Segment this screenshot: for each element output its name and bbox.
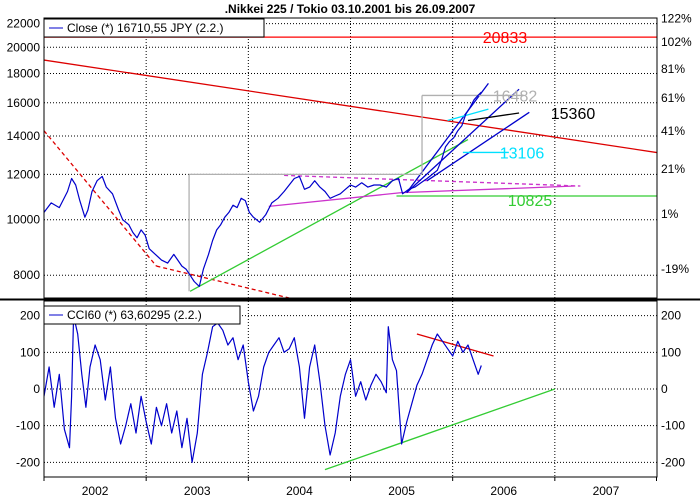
price-y-percent-label: 102% [661,35,692,49]
cci-y-tick-label-right: 200 [661,309,681,323]
price-annotations: 20833 16482 15360 13106 10825 [483,30,596,210]
cci-y-tick-label-right: -200 [661,455,685,469]
cci-legend: CCI60 (*) 63,60295 (2.2.) [43,305,241,325]
panel-frames [0,17,700,478]
price-trendline [401,185,576,194]
price-panel-frame [43,17,658,299]
cci60-line [44,315,482,463]
price-legend-label: Close (*) 16710,55 JPY (2.2.) [67,21,224,35]
cci-y-tick-label-right: -100 [661,419,685,433]
price-trendline [156,265,290,298]
price-y-percent-label: 122% [661,12,692,26]
price-trendline [44,130,157,267]
price-trendline [426,111,530,182]
price-y-tick-label: 8000 [13,268,40,282]
price-trendline [467,112,520,122]
price-y-percent-label: 61% [661,91,685,105]
price-series [44,91,482,287]
price-trendline [268,191,402,208]
price-y-percent-label: -19% [661,262,689,276]
chart-title: .Nikkei 225 / Tokio 03.10.2001 bis 26.09… [225,2,476,16]
x-tick-label: 2005 [388,484,415,498]
cci-trendline [324,388,556,471]
price-level-label: 20833 [483,30,528,47]
price-y-tick-label: 12000 [7,167,41,181]
cci-series [44,315,482,463]
cci-legend-label: CCI60 (*) 63,60295 (2.2.) [67,308,202,322]
price-y-tick-label: 16000 [7,96,41,110]
cci-panel-grid [43,301,657,477]
price-trendline [406,82,489,194]
close-price-line [44,91,482,287]
price-y-tick-label: 14000 [7,129,41,143]
price-panel-grid [43,18,657,298]
price-trendline [406,88,520,194]
cci-y-tick-label-right: 100 [661,345,681,359]
price-y-percent-label: 41% [661,124,685,138]
cci-trendline [416,333,494,357]
price-legend: Close (*) 16710,55 JPY (2.2.) [43,18,265,38]
price-trendline [189,139,469,292]
x-tick-label: 2003 [184,484,211,498]
price-level-label: 10825 [508,193,553,210]
price-trendline [447,108,489,122]
price-y-tick-label: 18000 [7,67,41,81]
price-y-percent-label: 81% [661,62,685,76]
cci-y-tick-label: -200 [16,455,40,469]
price-trendline [284,174,581,187]
axis-ticks: 2002 2003 2004 2005 2006 20078000100001200014… [7,12,692,498]
price-y-percent-label: 21% [661,162,685,176]
cci-y-tick-label: 100 [20,345,40,359]
cci-y-tick-label: 200 [20,309,40,323]
cci-y-tick-label-right: 0 [661,382,668,396]
cci-y-tick-label: 0 [33,382,40,396]
price-level-label: 13106 [500,145,545,162]
cci-y-tick-label: -100 [16,419,40,433]
x-tick-label: 2002 [82,484,109,498]
price-level-label: 16482 [493,88,538,105]
price-y-tick-label: 10000 [7,213,41,227]
cci-trendlines [324,333,556,471]
price-y-tick-label: 20000 [7,40,41,54]
price-y-tick-label: 22000 [7,17,41,31]
price-y-percent-label: 1% [661,207,679,221]
x-tick-label: 2007 [593,484,620,498]
x-tick-label: 2006 [490,484,517,498]
price-trendline [44,59,657,154]
price-level-label: 15360 [551,106,596,123]
x-tick-label: 2004 [286,484,313,498]
